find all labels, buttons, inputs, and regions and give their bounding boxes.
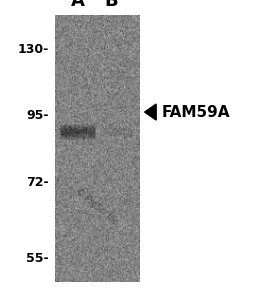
Text: 95-: 95- — [26, 109, 49, 122]
Text: 130-: 130- — [17, 43, 49, 56]
Text: B: B — [104, 0, 118, 10]
Text: 72-: 72- — [26, 176, 49, 189]
Text: FAM59A: FAM59A — [161, 104, 230, 120]
Text: 55-: 55- — [26, 252, 49, 265]
Text: A: A — [71, 0, 85, 10]
Polygon shape — [145, 104, 156, 120]
Text: © ProSci Inc.: © ProSci Inc. — [73, 187, 121, 229]
